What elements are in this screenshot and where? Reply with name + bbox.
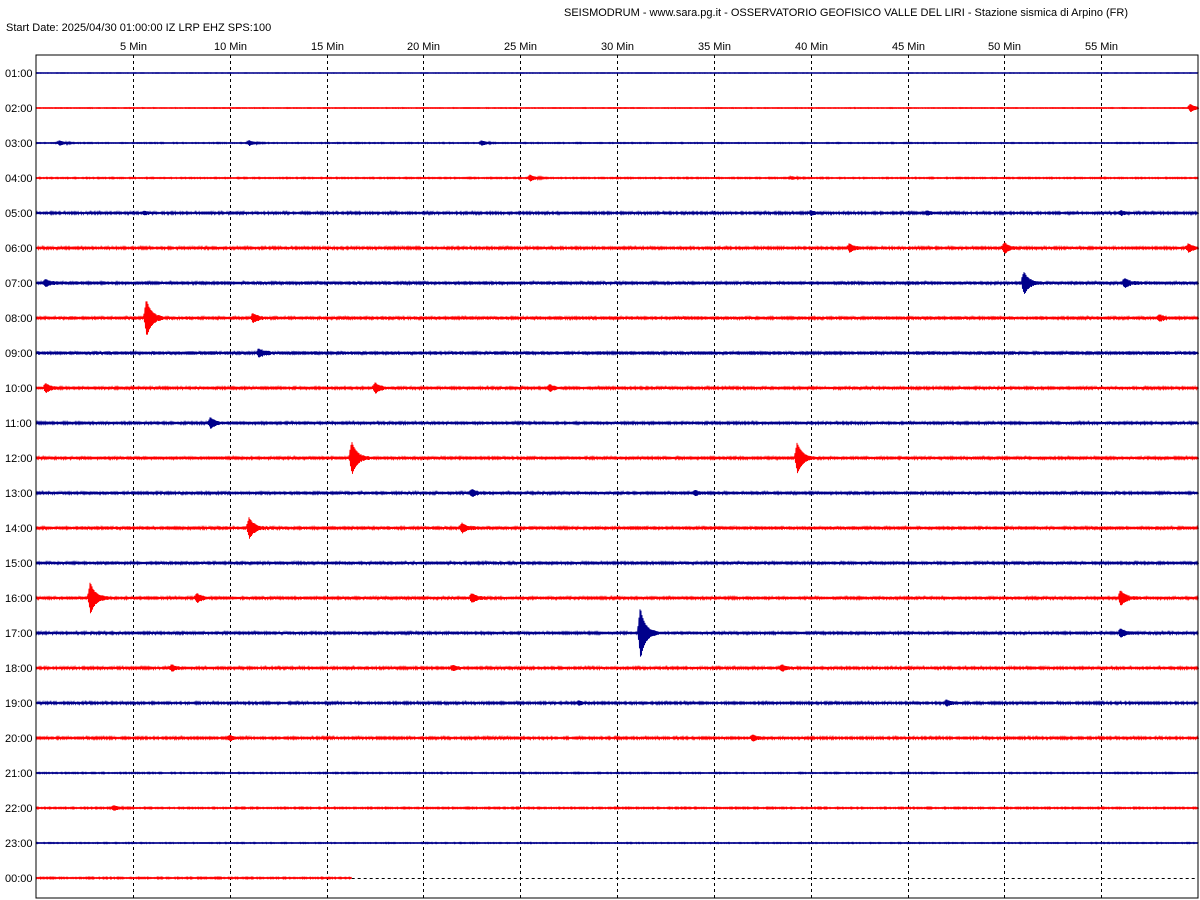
plot-frame [35,54,1199,899]
x-tick-label: 55 Min [1085,41,1118,53]
trace-row-1000: 10:00 [5,382,1199,395]
row-time-label: 05:00 [5,208,33,220]
row-time-label: 20:00 [5,733,33,745]
trace-row-1100: 11:00 [5,417,1199,430]
row-time-label: 13:00 [5,488,33,500]
trace-row-1500: 15:00 [5,558,1199,570]
chart-title: SEISMODRUM - www.sara.pg.it - OSSERVATOR… [564,7,1128,19]
x-tick-label: 50 Min [988,41,1021,53]
trace-row-0900: 09:00 [5,348,1199,360]
trace-row-1300: 13:00 [5,488,1199,500]
trace-row-0700: 07:00 [5,272,1199,294]
row-time-label: 12:00 [5,453,33,465]
row-time-label: 23:00 [5,838,33,850]
row-time-label: 01:00 [5,68,33,80]
row-time-label: 07:00 [5,278,33,290]
trace-row-0500: 05:00 [5,208,1199,220]
x-tick-label: 25 Min [504,41,537,53]
row-time-label: 00:00 [5,873,33,885]
row-time-label: 04:00 [5,173,33,185]
row-time-label: 10:00 [5,383,33,395]
row-time-label: 06:00 [5,243,33,255]
row-time-label: 22:00 [5,803,33,815]
trace-rows: 01:00 02:00 03:00 04:00 05:00 06:00 07:00 08:00… [5,68,1199,885]
row-time-label: 03:00 [5,138,33,150]
row-time-label: 19:00 [5,698,33,710]
trace-row-1700: 17:00 [5,609,1199,657]
start-date-label: Start Date: 2025/04/30 01:00:00 IZ LRP E… [6,22,271,34]
row-time-label: 14:00 [5,523,33,535]
x-axis-ticks: 5 Min 10 Min 15 Min 20 Min 25 Min 30 Min 35 Mi… [120,41,1118,53]
x-tick-label: 30 Min [601,41,634,53]
trace-row-1800: 18:00 [5,663,1199,675]
row-time-label: 21:00 [5,768,33,780]
row-time-label: 02:00 [5,103,33,115]
x-tick-label: 15 Min [311,41,344,53]
trace-row-1900: 19:00 [5,698,1199,710]
row-time-label: 09:00 [5,348,33,360]
row-time-label: 18:00 [5,663,33,675]
trace-row-1200: 12:00 [5,442,1199,474]
row-time-label: 15:00 [5,558,33,570]
row-time-label: 11:00 [5,418,32,430]
trace-row-1600: 16:00 [5,582,1199,614]
trace-row-0100: 01:00 [5,68,1199,80]
vertical-grid [133,55,1102,898]
trace-row-2200: 22:00 [5,803,1199,815]
x-tick-label: 5 Min [120,41,147,53]
trace-row-2100: 21:00 [5,768,1199,780]
x-tick-label: 35 Min [698,41,731,53]
row-time-label: 08:00 [5,313,33,325]
x-tick-label: 20 Min [407,41,440,53]
x-tick-label: 10 Min [214,41,247,53]
trace-row-2000: 20:00 [5,733,1199,745]
trace-row-0400: 04:00 [5,173,1199,185]
x-tick-label: 45 Min [892,41,925,53]
x-tick-label: 40 Min [795,41,828,53]
trace-row-2300: 23:00 [5,838,1199,850]
trace-row-0800: 08:00 [5,301,1199,335]
row-time-label: 16:00 [5,593,33,605]
trace-row-0600: 06:00 [5,242,1199,255]
trace-row-0200: 02:00 [5,103,1199,115]
trace-row-1400: 14:00 [5,517,1199,539]
row-time-label: 17:00 [5,628,33,640]
trace-row-0300: 03:00 [5,138,1199,150]
trace-row-0000: 00:00 [5,873,1198,885]
